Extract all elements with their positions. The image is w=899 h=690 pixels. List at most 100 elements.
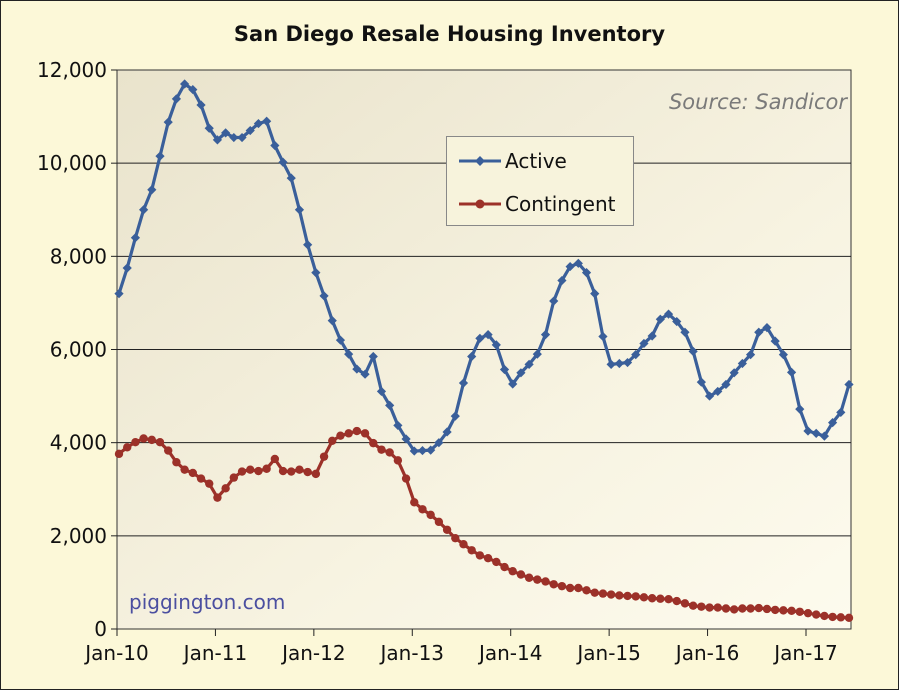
data-point <box>614 358 624 369</box>
data-point <box>631 350 641 360</box>
data-point <box>483 329 493 340</box>
y-tick-label: 6,000 <box>50 338 107 362</box>
data-point <box>811 428 821 438</box>
data-point <box>467 351 477 362</box>
data-point <box>319 291 329 301</box>
legend-swatch-contingent <box>459 199 501 209</box>
y-axis: 0 2,000 4,000 6,000 8,000 10,000 12,000 <box>37 58 117 641</box>
data-point <box>770 605 780 615</box>
data-point <box>344 429 353 438</box>
data-point <box>696 377 706 387</box>
data-point <box>500 562 509 572</box>
data-point <box>737 358 747 369</box>
data-point <box>795 607 804 616</box>
data-point <box>549 296 559 306</box>
data-point <box>164 446 173 455</box>
data-point <box>688 346 698 356</box>
data-point <box>647 594 657 603</box>
data-point <box>122 263 132 273</box>
data-point <box>196 100 206 110</box>
data-point <box>565 583 575 593</box>
data-point <box>417 445 428 456</box>
data-point <box>590 588 599 597</box>
data-point <box>533 575 542 584</box>
data-point <box>721 604 731 613</box>
data-point <box>458 378 469 388</box>
data-point <box>409 446 419 456</box>
data-point <box>606 359 616 370</box>
data-point <box>631 592 640 601</box>
data-point <box>713 386 723 397</box>
data-point <box>229 132 239 143</box>
legend-label-active: Active <box>505 149 567 173</box>
data-point <box>221 128 231 138</box>
data-point <box>360 429 370 438</box>
data-point <box>451 533 460 543</box>
data-point <box>680 599 690 608</box>
x-tick-label: Jan-17 <box>772 641 838 665</box>
data-point <box>376 386 387 397</box>
data-point <box>680 327 690 337</box>
data-point <box>483 553 493 563</box>
data-point <box>803 608 813 618</box>
data-point <box>540 329 551 340</box>
data-point <box>770 336 780 346</box>
data-point <box>492 557 501 567</box>
data-point <box>598 589 608 598</box>
data-point <box>713 603 722 612</box>
legend-item-active: Active <box>457 149 567 173</box>
x-axis: Jan-10 Jan-11 Jan-12 Jan-13 Jan-14 Jan-15 Jan-… <box>83 629 838 665</box>
series-active <box>114 79 854 456</box>
data-point <box>655 314 665 324</box>
data-point <box>524 359 534 370</box>
data-point <box>705 603 714 612</box>
data-point <box>172 458 181 467</box>
data-point <box>557 581 567 591</box>
series-contingent <box>114 426 854 623</box>
data-point <box>615 591 624 600</box>
x-tick-label: Jan-12 <box>280 641 346 665</box>
data-point <box>286 173 296 183</box>
data-point <box>311 268 321 278</box>
legend-swatch-active <box>459 156 501 166</box>
data-point <box>237 467 247 476</box>
data-point <box>253 118 264 129</box>
data-point <box>820 611 829 621</box>
data-point <box>352 364 362 374</box>
data-point <box>287 467 296 476</box>
y-tick-label: 2,000 <box>50 524 107 548</box>
data-point <box>524 573 534 582</box>
x-tick-label: Jan-15 <box>575 641 641 665</box>
data-point <box>787 606 796 616</box>
legend: Active Contingent <box>446 136 634 226</box>
data-point <box>130 233 141 243</box>
legend-item-contingent: Contingent <box>457 192 615 216</box>
data-point <box>475 551 485 560</box>
data-point <box>729 368 739 378</box>
data-point <box>212 135 223 145</box>
legend-label-contingent: Contingent <box>505 192 616 216</box>
data-point <box>410 498 419 507</box>
y-tick-label: 12,000 <box>37 58 107 82</box>
data-point <box>746 604 755 613</box>
data-point <box>574 583 583 593</box>
data-point <box>418 505 427 514</box>
data-point <box>581 268 592 278</box>
x-tick-label: Jan-16 <box>674 641 740 665</box>
data-point <box>262 116 272 126</box>
data-point <box>385 400 395 410</box>
data-point <box>295 465 304 474</box>
data-point <box>270 140 280 151</box>
data-point <box>442 525 452 534</box>
data-point <box>622 357 633 368</box>
data-point <box>114 289 124 299</box>
x-tick-label: Jan-13 <box>379 641 445 665</box>
data-point <box>762 604 772 614</box>
data-point <box>754 327 764 337</box>
data-point <box>237 132 247 143</box>
data-point <box>139 205 149 215</box>
data-point <box>180 465 189 474</box>
data-point <box>663 309 674 319</box>
chart-title: San Diego Resale Housing Inventory <box>233 22 666 46</box>
data-point <box>385 448 394 457</box>
